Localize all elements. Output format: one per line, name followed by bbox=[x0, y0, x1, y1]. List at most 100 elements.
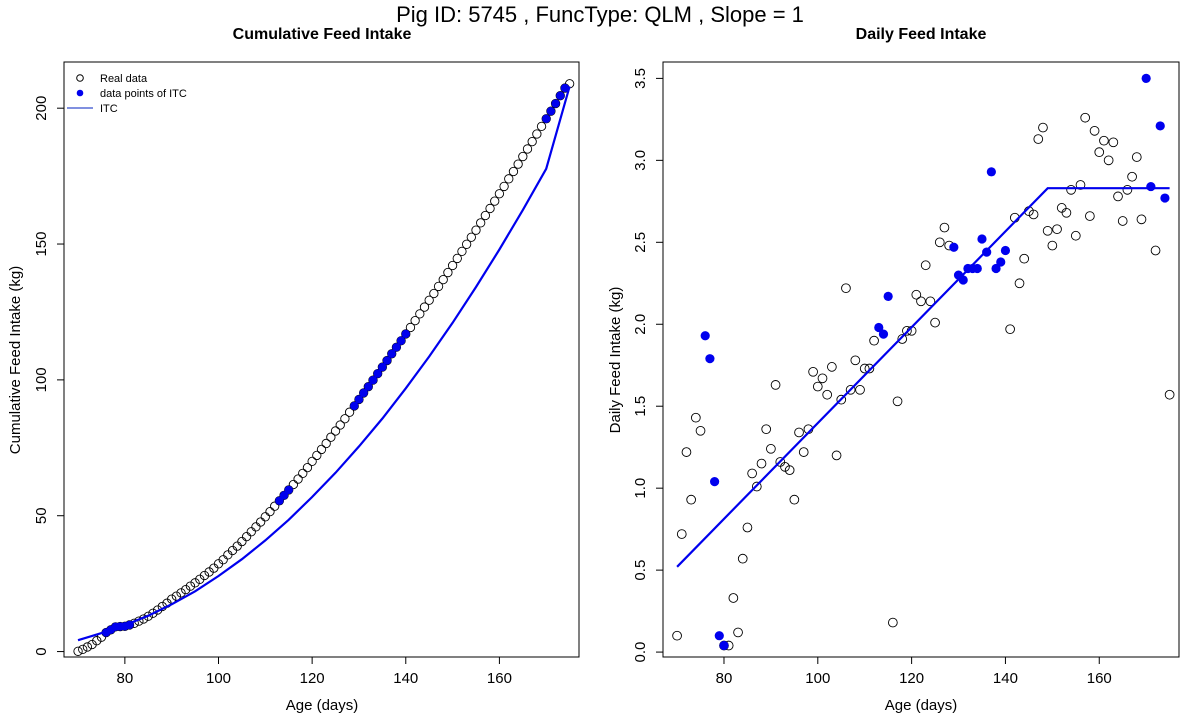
daily-real-data-point bbox=[1108, 137, 1119, 148]
cumulative-itc-data-point bbox=[378, 362, 387, 372]
daily-real-data-point bbox=[1028, 209, 1039, 220]
cumulative-itc-data-point bbox=[542, 114, 551, 123]
daily-real-data-point bbox=[761, 424, 772, 435]
legend-itc-line-label: ITC bbox=[100, 103, 118, 115]
daily-real-data-point bbox=[1014, 278, 1025, 289]
cumulative-real-data-point bbox=[312, 450, 322, 461]
daily-real-data-point bbox=[747, 468, 757, 479]
daily-real-data-point bbox=[1131, 152, 1142, 162]
legend-real-data-symbol bbox=[76, 74, 84, 82]
daily-itc-data-point bbox=[878, 329, 889, 339]
page-title: Pig ID: 5745 , FuncType: QLM , Slope = 1 bbox=[396, 2, 804, 27]
cumulative-real-data-point bbox=[424, 295, 434, 305]
daily-real-data-point bbox=[1075, 180, 1086, 190]
cumulative-plot-frame bbox=[63, 61, 580, 658]
cumulative-real-data-point bbox=[522, 144, 533, 154]
daily-real-data-point bbox=[897, 334, 908, 344]
daily-real-data-point bbox=[784, 465, 795, 475]
cumulative-real-data-point bbox=[241, 531, 252, 542]
cumulative-itc-data-point bbox=[556, 91, 565, 100]
cumulative-y-tick-label: 100 bbox=[33, 367, 50, 392]
daily-real-data-point bbox=[808, 366, 818, 377]
cumulative-x-axis-label: Age (days) bbox=[286, 697, 359, 714]
daily-itc-data-point bbox=[705, 354, 715, 364]
cumulative-y-tick-label: 0 bbox=[33, 647, 50, 655]
daily-real-data-point bbox=[817, 373, 828, 384]
cumulative-real-data-point bbox=[480, 210, 491, 221]
daily-real-data-point bbox=[756, 458, 767, 469]
cumulative-real-data-point bbox=[176, 588, 186, 598]
daily-itc-data-point bbox=[986, 167, 996, 177]
cumulative-itc-data-point bbox=[560, 83, 570, 93]
daily-y-tick-label: 2.0 bbox=[632, 314, 649, 335]
cumulative-real-data-point bbox=[251, 522, 261, 532]
daily-real-data-point bbox=[1085, 211, 1095, 221]
cumulative-marks bbox=[73, 79, 575, 656]
cumulative-real-data-point bbox=[326, 432, 336, 442]
daily-x-tick-label: 100 bbox=[805, 670, 830, 687]
daily-real-data-point bbox=[672, 630, 682, 641]
daily-itc-data-point bbox=[1155, 121, 1165, 131]
daily-real-data-point bbox=[925, 296, 936, 307]
daily-x-axis-label: Age (days) bbox=[885, 697, 958, 714]
legend-real-data-label: Real data bbox=[100, 73, 148, 85]
cumulative-itc-data-point bbox=[396, 336, 406, 345]
daily-real-data-point bbox=[888, 617, 898, 628]
daily-real-data-point bbox=[1005, 324, 1015, 335]
cumulative-real-data-point bbox=[270, 501, 280, 511]
cumulative-real-data-point bbox=[246, 527, 256, 537]
cumulative-real-data-point bbox=[443, 267, 453, 278]
cumulative-panel: Cumulative Feed Intake Age (days) Cumula… bbox=[7, 26, 580, 714]
daily-real-data-point bbox=[836, 394, 847, 405]
cumulative-real-data-point bbox=[447, 260, 458, 271]
daily-y-tick-label: 1.5 bbox=[632, 396, 649, 417]
daily-marks bbox=[672, 73, 1175, 651]
cumulative-itc-data-point bbox=[350, 401, 359, 411]
cumulative-real-data-point bbox=[223, 550, 233, 560]
daily-real-data-point bbox=[920, 260, 931, 271]
daily-real-data-point bbox=[831, 450, 842, 461]
daily-real-data-point bbox=[751, 481, 762, 492]
cumulative-real-data-point bbox=[218, 555, 228, 565]
daily-real-data-point bbox=[1052, 224, 1062, 235]
daily-real-data-point bbox=[1061, 207, 1072, 218]
cumulative-x-tick-label: 80 bbox=[117, 670, 134, 687]
cumulative-real-data-point bbox=[536, 121, 547, 132]
daily-real-data-point bbox=[855, 384, 865, 395]
daily-itc-line bbox=[676, 187, 1170, 568]
daily-real-data-point bbox=[859, 363, 870, 374]
daily-real-data-point bbox=[1070, 230, 1081, 241]
cumulative-real-data-point bbox=[265, 506, 275, 517]
daily-chart-title: Daily Feed Intake bbox=[856, 26, 987, 43]
daily-real-data-point bbox=[686, 494, 696, 505]
daily-itc-data-point bbox=[714, 631, 724, 641]
cumulative-real-data-point bbox=[508, 166, 519, 177]
cumulative-itc-line bbox=[77, 86, 571, 642]
daily-y-tick-label: 0.0 bbox=[632, 642, 649, 663]
daily-real-data-point bbox=[1080, 112, 1091, 123]
cumulative-itc-data-point bbox=[354, 395, 364, 404]
cumulative-itc-data-point bbox=[284, 485, 293, 495]
cumulative-itc-data-point bbox=[279, 491, 289, 500]
cumulative-real-data-point bbox=[504, 174, 514, 184]
daily-itc-data-point bbox=[700, 331, 710, 341]
cumulative-ticks: 80 100 120 140 160 0 50 100 150 200 bbox=[33, 96, 512, 687]
cumulative-real-data-point bbox=[255, 517, 266, 527]
cumulative-real-data-point bbox=[237, 536, 247, 547]
cumulative-real-data-point bbox=[410, 315, 420, 326]
cumulative-itc-data-point bbox=[373, 369, 382, 378]
cumulative-real-data-point bbox=[335, 420, 345, 430]
daily-y-tick-label: 1.0 bbox=[632, 478, 649, 499]
daily-real-data-point bbox=[1113, 191, 1123, 202]
daily-real-data-point bbox=[733, 627, 743, 638]
daily-real-data-point bbox=[869, 335, 879, 346]
daily-real-data-point bbox=[737, 553, 748, 564]
cumulative-real-data-point bbox=[518, 151, 528, 162]
cumulative-real-data-point bbox=[471, 225, 481, 235]
daily-itc-data-point bbox=[719, 640, 729, 651]
daily-itc-data-point bbox=[883, 291, 893, 301]
cumulative-real-data-point bbox=[199, 570, 210, 581]
daily-real-data-point bbox=[850, 355, 861, 366]
